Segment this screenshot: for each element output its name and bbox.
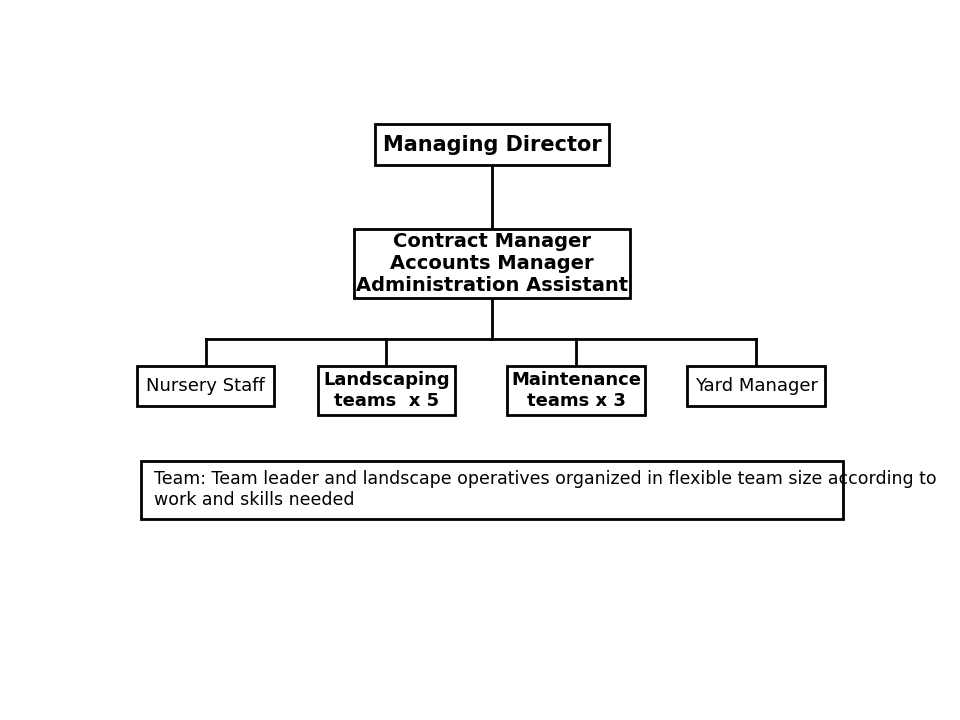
Text: Nursery Staff: Nursery Staff [146,377,265,395]
FancyBboxPatch shape [141,461,843,519]
FancyBboxPatch shape [687,366,825,406]
FancyBboxPatch shape [354,229,630,299]
FancyBboxPatch shape [374,124,610,166]
Text: Managing Director: Managing Director [383,135,601,155]
FancyBboxPatch shape [318,366,455,415]
FancyBboxPatch shape [507,366,645,415]
Text: Maintenance
teams x 3: Maintenance teams x 3 [511,371,641,410]
Text: Contract Manager
Accounts Manager
Administration Assistant: Contract Manager Accounts Manager Admini… [356,233,628,295]
Text: Landscaping
teams  x 5: Landscaping teams x 5 [323,371,449,410]
FancyBboxPatch shape [136,366,275,406]
Text: Team: Team leader and landscape operatives organized in flexible team size accor: Team: Team leader and landscape operativ… [155,470,937,509]
Text: Yard Manager: Yard Manager [695,377,818,395]
